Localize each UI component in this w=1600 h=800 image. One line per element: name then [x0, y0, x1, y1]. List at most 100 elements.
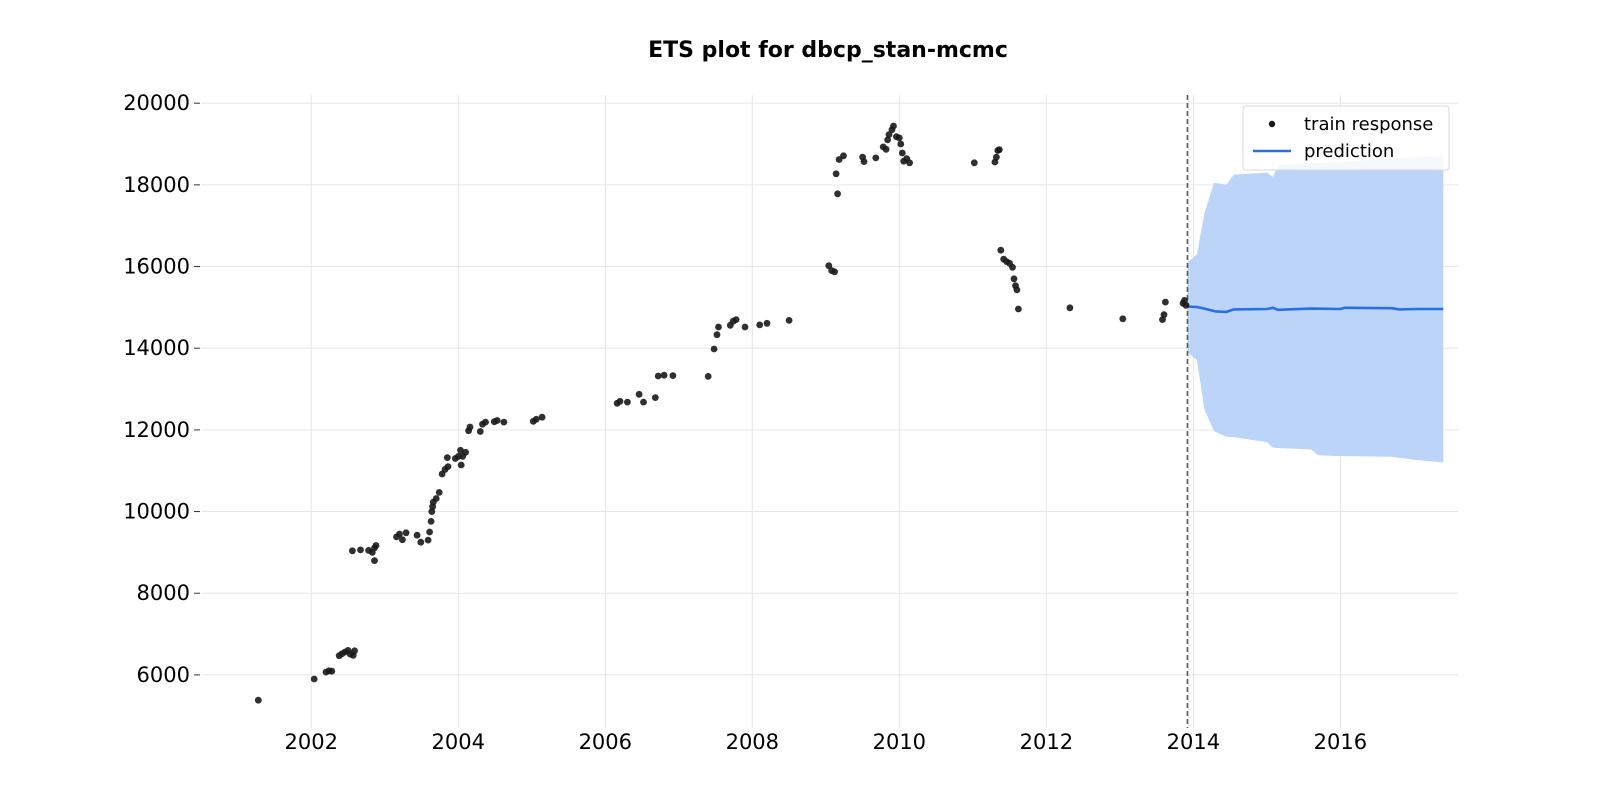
train-point	[732, 316, 740, 323]
train-point	[538, 413, 546, 421]
train-point	[624, 398, 631, 406]
train-point	[897, 140, 905, 148]
x-tick-label: 2004	[432, 730, 485, 754]
train-point	[328, 667, 336, 675]
y-tick-label: 16000	[123, 255, 190, 279]
train-point	[860, 158, 868, 166]
y-tick-label: 6000	[137, 663, 190, 687]
chart-title: ETS plot for dbcp_stan-mcmc	[648, 38, 1008, 63]
legend-train-label: train response	[1304, 114, 1433, 135]
train-point	[466, 423, 474, 431]
train-point	[396, 530, 403, 538]
train-point	[457, 461, 465, 469]
train-point	[660, 371, 668, 379]
train-point	[970, 159, 978, 167]
train-point	[1013, 286, 1021, 294]
train-point	[372, 542, 380, 549]
train-point	[1160, 311, 1168, 319]
train-point	[462, 448, 469, 456]
train-point	[825, 262, 833, 270]
x-tick-label: 2012	[1020, 730, 1073, 754]
x-tick-label: 2002	[285, 730, 338, 754]
train-point	[884, 136, 891, 144]
train-point	[424, 536, 432, 544]
train-point	[785, 317, 793, 324]
train-point	[715, 323, 722, 331]
train-point	[444, 463, 452, 470]
train-point	[476, 428, 484, 435]
train-point	[840, 152, 847, 160]
train-point	[254, 696, 262, 704]
train-point	[432, 495, 440, 502]
legend-train-marker	[1268, 120, 1276, 128]
y-tick-label: 14000	[123, 336, 190, 360]
train-point	[1119, 315, 1127, 323]
train-point	[997, 246, 1005, 254]
train-point	[993, 153, 1000, 161]
train-point	[417, 538, 425, 546]
train-point	[651, 394, 659, 401]
train-point	[310, 675, 318, 683]
axes: 2002 2004 2006 2008 2010 2012 2014 2016 6000 8000…	[123, 91, 1367, 754]
train-point	[1162, 298, 1169, 306]
train-point	[399, 536, 406, 544]
train-point	[898, 149, 906, 157]
train-point	[832, 170, 840, 178]
train-point	[402, 529, 410, 537]
train-point	[885, 131, 893, 139]
train-point	[669, 372, 677, 379]
train-point	[426, 528, 433, 536]
train-points-layer	[254, 122, 1190, 704]
train-point	[895, 134, 903, 142]
legend-prediction-label: prediction	[1304, 141, 1394, 162]
train-point	[710, 345, 718, 353]
train-point	[756, 321, 764, 329]
train-point	[704, 373, 712, 380]
y-tick-label: 20000	[123, 91, 190, 115]
train-point	[640, 398, 647, 406]
train-point	[654, 372, 662, 380]
train-point	[413, 531, 421, 539]
train-point	[616, 397, 624, 405]
x-tick-label: 2014	[1167, 730, 1220, 754]
train-point	[351, 647, 358, 655]
train-point	[713, 331, 721, 339]
train-point	[1009, 263, 1016, 271]
prediction-line-layer	[1187, 305, 1444, 314]
train-point	[532, 415, 540, 423]
train-point	[741, 323, 749, 331]
train-point	[371, 557, 378, 564]
train-point	[357, 546, 364, 554]
train-point	[500, 418, 508, 426]
y-tick-label: 10000	[123, 500, 190, 524]
train-point	[435, 489, 443, 496]
y-tick-label: 12000	[123, 418, 190, 442]
train-point	[890, 122, 897, 130]
train-point	[831, 268, 838, 276]
train-point	[493, 417, 501, 424]
x-tick-label: 2010	[873, 730, 926, 754]
prediction-line	[1187, 305, 1444, 314]
train-point	[1015, 305, 1022, 313]
x-tick-label: 2016	[1314, 730, 1367, 754]
train-point	[1182, 301, 1190, 309]
train-point	[834, 190, 841, 198]
train-point	[1066, 304, 1074, 312]
train-point	[482, 418, 489, 426]
legend-box	[1242, 105, 1450, 171]
x-tick-label: 2006	[579, 730, 632, 754]
train-point	[443, 454, 451, 461]
x-tick-label: 2008	[726, 730, 779, 754]
train-point	[882, 145, 890, 153]
train-point	[635, 390, 643, 398]
train-point	[1010, 275, 1018, 283]
train-point	[763, 319, 771, 327]
train-point	[457, 446, 464, 454]
train-point	[427, 518, 435, 525]
y-tick-label: 8000	[137, 581, 190, 605]
legend[interactable]: train response prediction	[1242, 105, 1450, 171]
train-point	[995, 146, 1003, 154]
train-point	[872, 154, 880, 162]
train-point	[906, 159, 913, 167]
